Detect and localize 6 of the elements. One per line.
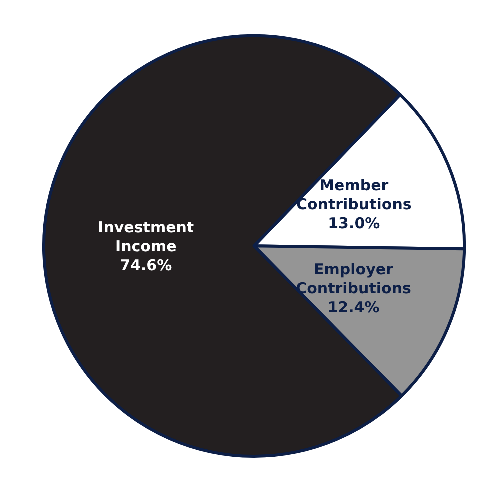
- slice-label: Employer Contributions: [296, 260, 412, 298]
- data-label: 13.0%: [328, 214, 380, 233]
- data-label: 74.6%: [120, 256, 172, 275]
- slice-label: Investment Income: [98, 218, 194, 256]
- data-label: 12.4%: [328, 298, 380, 317]
- slice-label: Member Contributions: [296, 176, 412, 214]
